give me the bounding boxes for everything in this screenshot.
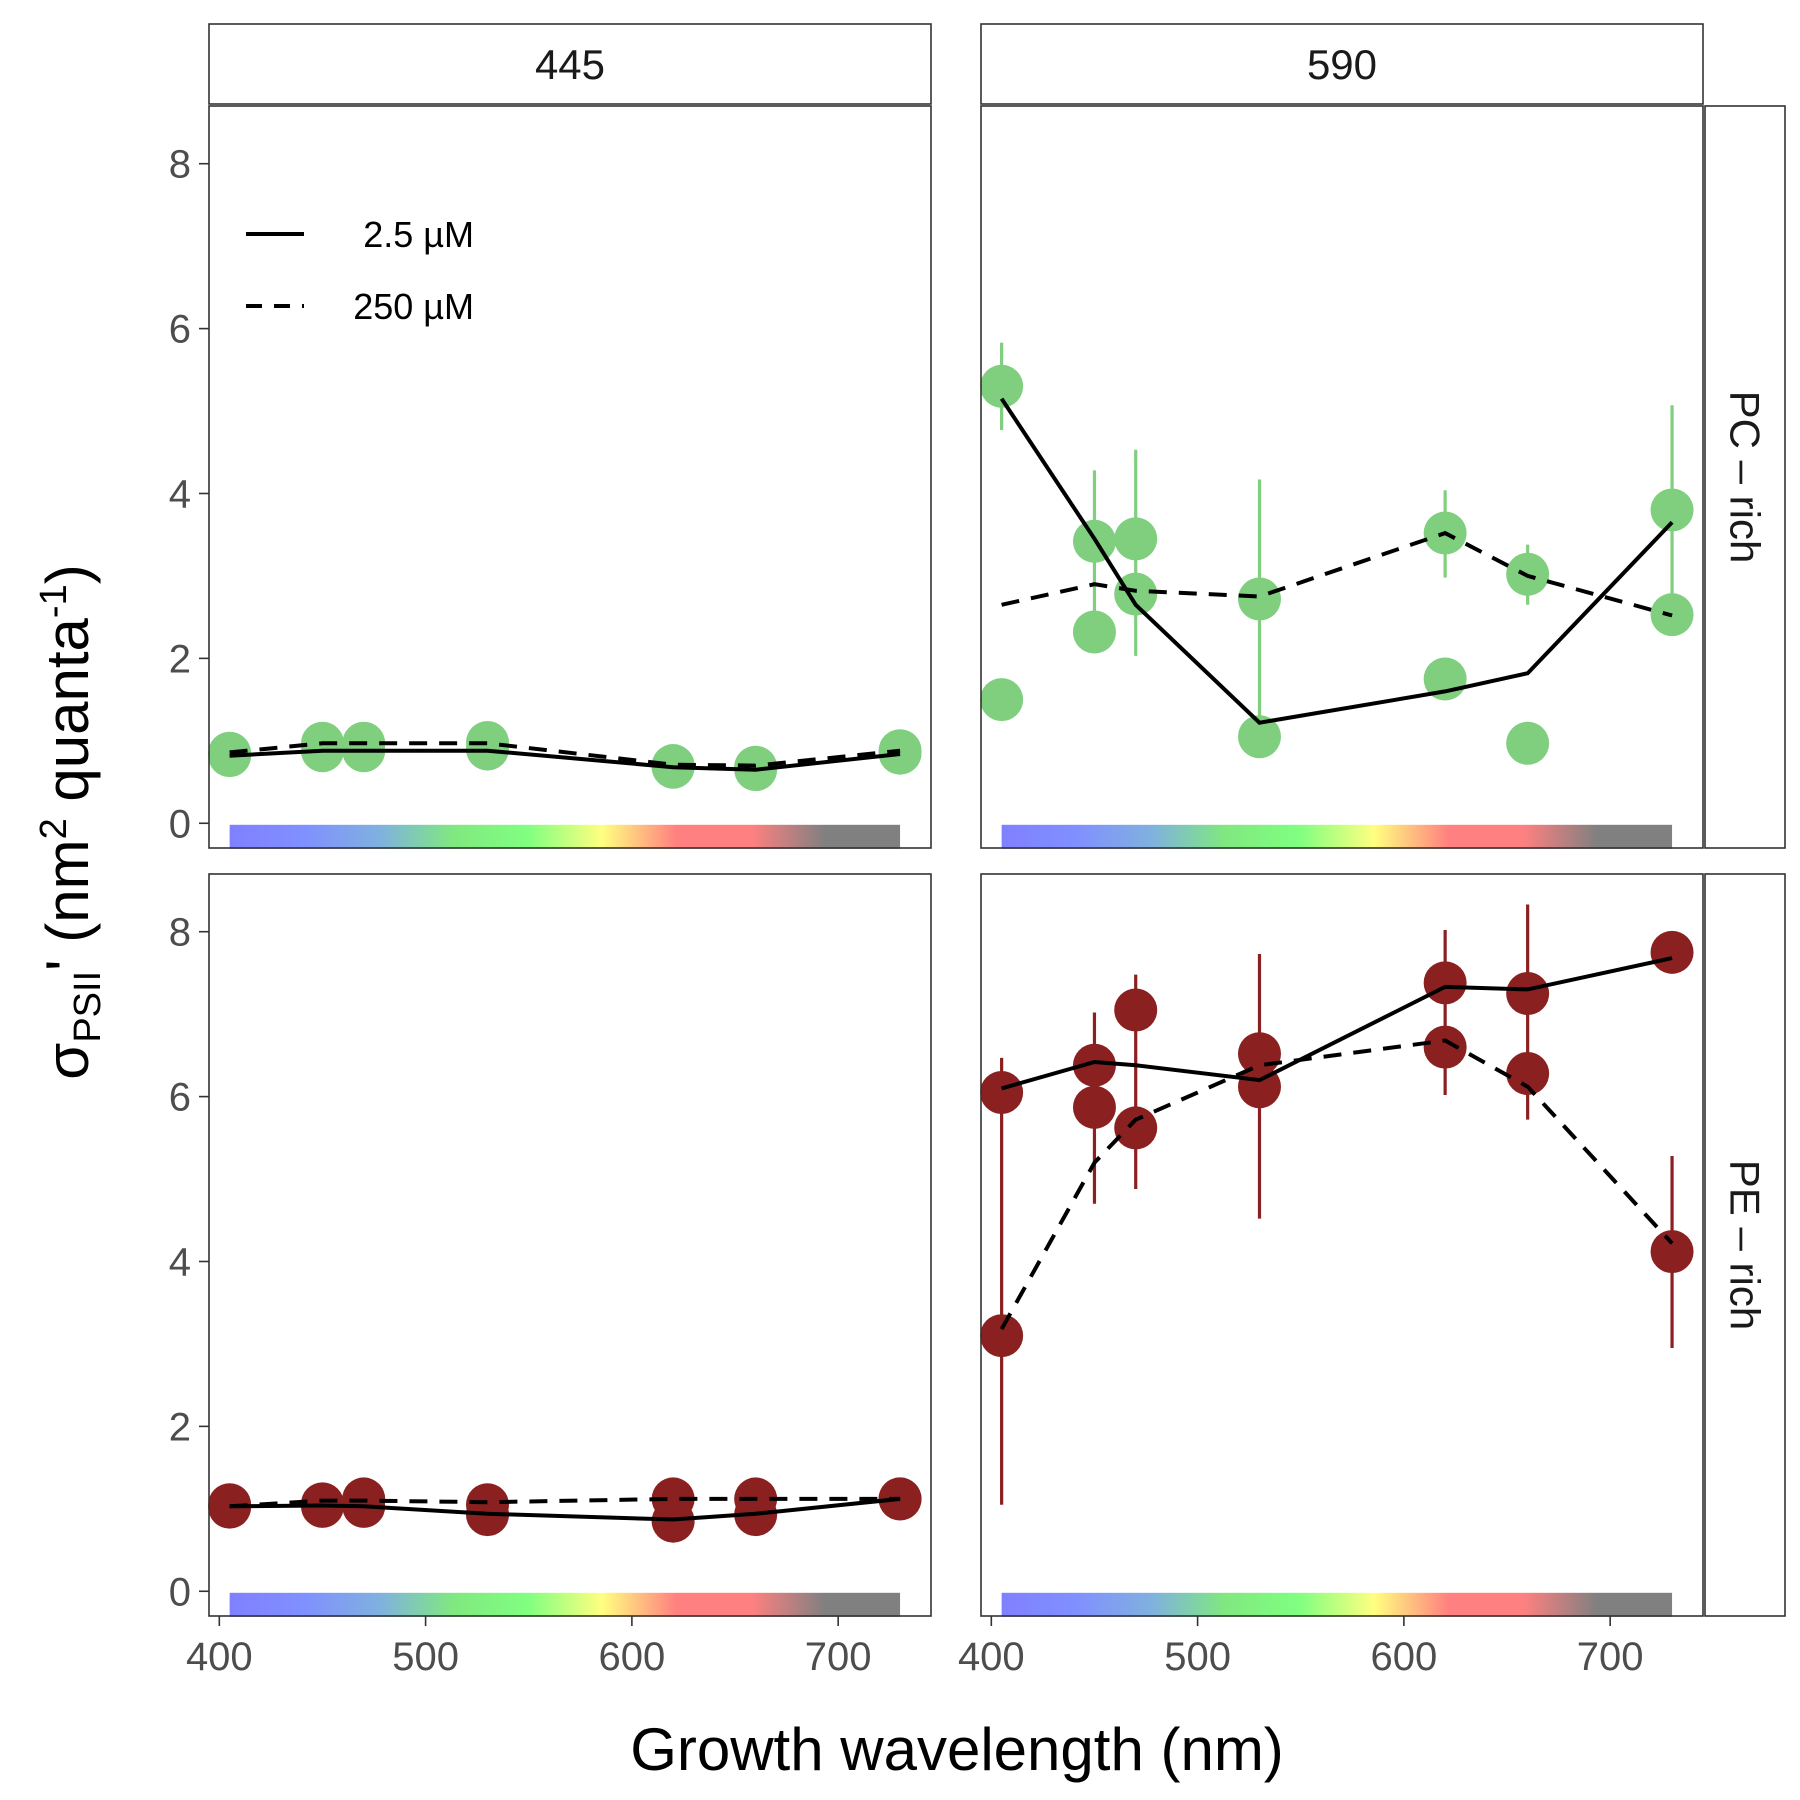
y-axis-symbol: σ [34,1043,101,1080]
x-axis-title: Growth wavelength (nm) [630,1716,1284,1783]
data-point [1072,1085,1116,1129]
y-axis-subscript: PSII [67,971,109,1043]
y-tick-label: 8 [169,143,191,187]
data-point [1072,610,1116,654]
strip-label-col: 445 [535,41,605,88]
panel-590-pc-rich [980,105,1704,849]
data-point [980,1070,1024,1114]
data-point [980,1314,1024,1358]
data-point [1114,572,1158,616]
spectrum-bar [1001,1592,1673,1617]
x-tick-label: 700 [1577,1635,1644,1679]
spectrum-bar [1001,824,1673,849]
series-line-2-5 [1001,956,1673,1091]
data-point [1506,972,1550,1016]
strip-label-col: 590 [1307,41,1377,88]
x-tick-label: 600 [1371,1635,1438,1679]
data-point [1506,1052,1550,1096]
y-tick-label: 0 [169,1570,191,1614]
strip-row-pe-rich [1704,873,1786,1617]
data-point [980,364,1024,408]
panel-590-pe-rich: 400 500 600 700 [958,873,1704,1679]
data-point [1237,577,1281,621]
data-point [1423,1025,1467,1069]
facet-strips: 445 590 PC – rich PE – rich [208,23,1786,1617]
data-point [1650,488,1694,532]
spectrum-bar [229,1592,901,1617]
series-line-2-5 [229,748,901,772]
data-point [1237,715,1281,759]
legend-label: 250 µM [353,286,474,327]
y-tick-label: 2 [169,637,191,681]
x-tick-label: 500 [392,1635,459,1679]
strip-col-445 [208,23,932,105]
series-line-2-5 [229,1496,901,1522]
data-point [980,678,1024,722]
data-point [1114,988,1158,1032]
y-axis-units-mid: quanta [34,617,101,818]
strip-col-590 [980,23,1704,105]
y-axis-units-close: ) [34,564,101,584]
x-tick-label: 500 [1164,1635,1231,1679]
x-tick-label: 400 [186,1635,253,1679]
data-point [1114,1106,1158,1150]
y-axis-title: σPSII' (nm2 quanta-1) [33,564,109,1079]
x-tick-label: 400 [958,1635,1025,1679]
data-point [1423,961,1467,1005]
data-point [1650,930,1694,974]
y-axis-units-sup2: -1 [33,584,75,618]
y-tick-label: 8 [169,911,191,955]
spectrum-bar [229,824,901,849]
series-line-250 [229,1496,901,1509]
series-line-250 [1001,530,1673,618]
panel-border [980,105,1704,849]
series-line-250 [229,741,901,768]
data-point [878,731,922,775]
x-tick-label: 700 [805,1635,872,1679]
y-tick-label: 2 [169,1405,191,1449]
strip-label-row: PE – rich [1722,1160,1769,1330]
y-axis-units-sup1: 2 [33,818,75,839]
series-line-2-5 [999,397,1674,725]
y-axis-prime: ' [34,959,101,970]
panel-border [208,873,932,1617]
data-point [1506,721,1550,765]
legend: 2.5 µM 250 µM [246,214,474,327]
strip-row-pc-rich [1704,105,1786,849]
y-tick-label: 4 [169,1240,191,1284]
series-line-250 [999,1038,1674,1331]
legend-label: 2.5 µM [363,214,474,255]
strip-label-row: PC – rich [1722,391,1769,564]
data-point [1650,1230,1694,1274]
panel-445-pc-rich: 0 2 4 6 8 [169,105,932,849]
y-tick-label: 0 [169,802,191,846]
facet-panels: 0 2 4 6 8 0 2 4 6 8 400 500 600 700 400 500 600 700 [169,105,1704,1679]
panel-border [980,873,1704,1617]
data-point [1114,517,1158,561]
y-tick-label: 6 [169,308,191,352]
panel-445-pe-rich: 0 2 4 6 8 400 500 600 700 [169,873,932,1679]
y-tick-label: 4 [169,472,191,516]
y-axis-units-open: (nm [34,839,101,959]
panel-border [208,105,932,849]
y-tick-label: 6 [169,1076,191,1120]
x-tick-label: 600 [599,1635,666,1679]
data-point [1072,1043,1116,1087]
